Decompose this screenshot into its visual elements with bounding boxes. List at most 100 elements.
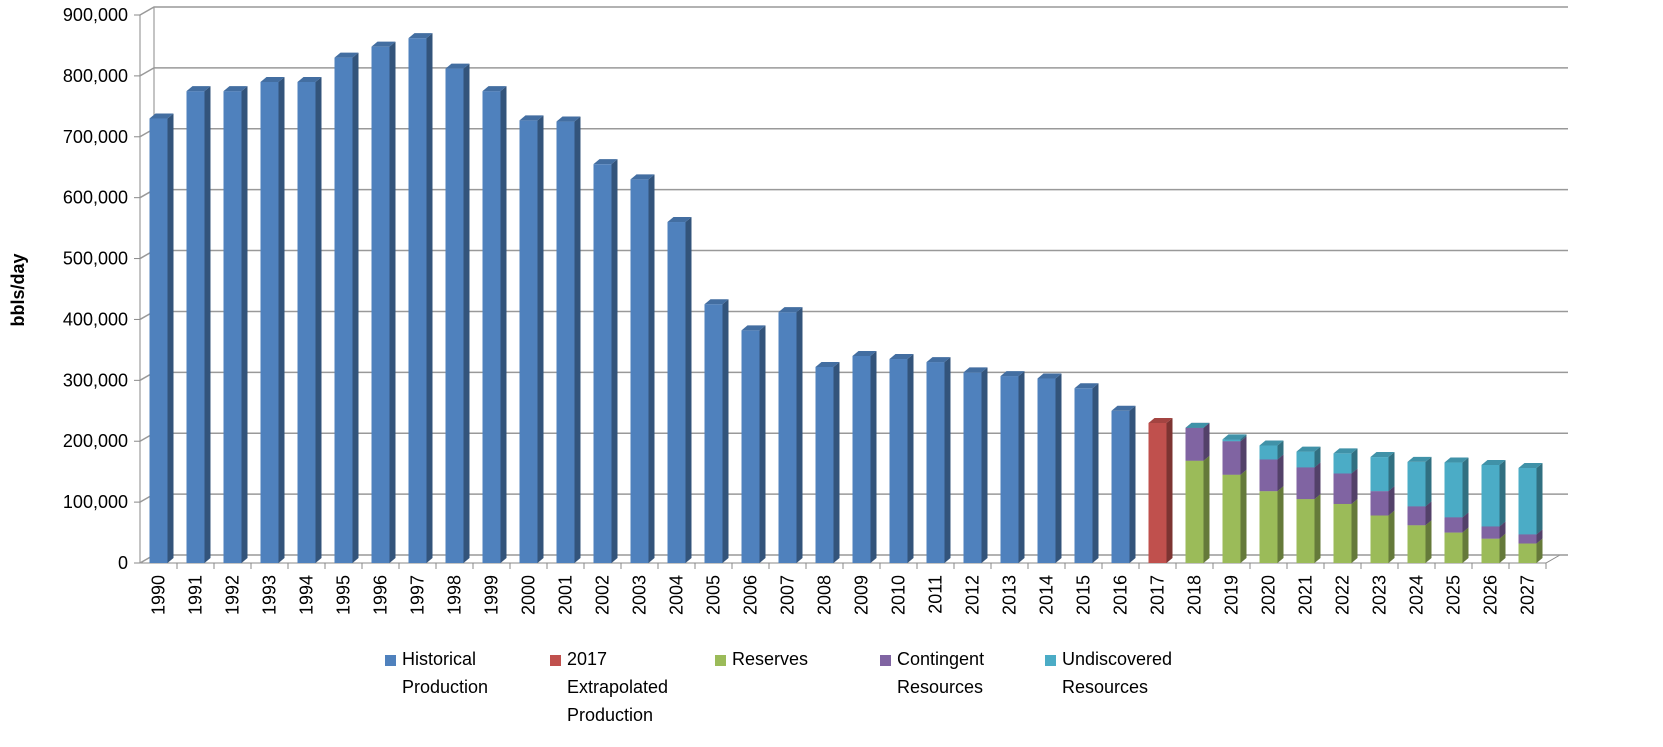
x-tick-label: 2005 — [704, 575, 724, 615]
bar-top — [297, 76, 322, 82]
bar-side — [1240, 469, 1247, 563]
bar-top — [556, 116, 581, 122]
x-tick-label: 2018 — [1185, 575, 1205, 615]
bar — [1444, 517, 1463, 533]
x-tick-label: 2022 — [1333, 575, 1353, 615]
bar-side — [759, 325, 766, 563]
x-tick-label: 2021 — [1296, 575, 1316, 615]
bar-side — [1499, 533, 1506, 563]
grid-line — [139, 67, 1568, 77]
y-tick-label: 600,000 — [63, 188, 128, 208]
bar-top — [778, 307, 803, 313]
bar-side — [1351, 498, 1358, 563]
bar — [1407, 525, 1426, 563]
bar — [1370, 457, 1389, 492]
bar-top — [1037, 373, 1062, 379]
legend-item: Contingent Resources — [880, 649, 1017, 729]
bar-top — [1185, 422, 1210, 428]
bar-side — [352, 52, 359, 563]
x-tick-label: 2023 — [1370, 575, 1390, 615]
x-tick-label: 2020 — [1259, 575, 1279, 615]
bar — [519, 120, 538, 564]
bar-top — [1407, 456, 1432, 462]
y-tick-label: 100,000 — [63, 492, 128, 512]
bar-side — [1388, 452, 1395, 492]
y-axis-label: bbls/day — [8, 253, 28, 326]
bar — [334, 57, 353, 563]
bar-side — [1425, 456, 1432, 507]
bar-side — [833, 361, 840, 563]
bar — [778, 312, 797, 563]
legend-label: 2017 Extrapolated Production — [567, 649, 669, 725]
bar-top — [186, 86, 211, 92]
bar-top — [260, 76, 285, 82]
x-tick-label: 2014 — [1037, 575, 1057, 615]
bar — [1407, 506, 1426, 526]
bar — [1370, 491, 1389, 516]
bar — [149, 118, 168, 563]
bar-side — [1092, 383, 1099, 563]
bar-side — [944, 357, 951, 563]
x-tick-label: 1996 — [371, 575, 391, 615]
bar-top — [815, 361, 840, 367]
bar — [1518, 543, 1537, 563]
bar-side — [574, 116, 581, 564]
legend-item: Reserves — [715, 649, 852, 729]
bar-top — [1481, 459, 1506, 465]
bar-side — [1166, 417, 1173, 563]
bar — [630, 179, 649, 563]
x-tick-label: 2003 — [630, 575, 650, 615]
bar-side — [500, 86, 507, 563]
x-tick-label: 2007 — [778, 575, 798, 615]
bar-side — [389, 41, 396, 563]
bar — [1481, 464, 1500, 527]
bar — [482, 91, 501, 563]
x-tick-label: 1999 — [482, 575, 502, 615]
x-tick-label: 1991 — [186, 575, 206, 615]
bar-side — [907, 354, 914, 563]
x-tick-label: 2013 — [1000, 575, 1020, 615]
bar — [1518, 468, 1537, 535]
x-tick-label: 2017 — [1148, 575, 1168, 615]
x-tick-label: 2001 — [556, 575, 576, 615]
bar — [667, 222, 686, 563]
bar-side — [1425, 520, 1432, 563]
x-tick-label: 2016 — [1111, 575, 1131, 615]
x-tick-label: 2009 — [852, 575, 872, 615]
bar-top — [1074, 383, 1099, 389]
bar — [223, 91, 242, 563]
bar-side — [1388, 486, 1395, 516]
bar — [852, 355, 871, 563]
bar — [1074, 388, 1093, 563]
bar-top — [667, 217, 692, 223]
bar — [1333, 453, 1352, 474]
bar-top — [1259, 440, 1284, 446]
x-tick-label: 2000 — [519, 575, 539, 615]
bar-side — [1388, 510, 1395, 563]
bar-side — [278, 76, 285, 563]
y-tick-label: 800,000 — [63, 66, 128, 86]
x-tick-label: 1990 — [149, 575, 169, 615]
bar-top — [408, 33, 433, 39]
y-tick-label: 0 — [118, 553, 128, 573]
bar-side — [167, 113, 174, 563]
x-tick-label: 1997 — [408, 575, 428, 615]
bar-top — [149, 113, 174, 119]
bar-top — [630, 174, 655, 180]
x-tick-label: 1995 — [334, 575, 354, 615]
bar-top — [1333, 448, 1358, 454]
bar — [1037, 378, 1056, 563]
x-tick-label: 1994 — [297, 575, 317, 615]
bar-side — [1240, 434, 1247, 442]
bar-side — [1499, 521, 1506, 539]
grid-line — [139, 6, 1568, 16]
bar-top — [1444, 457, 1469, 463]
bar-side — [1314, 494, 1321, 563]
bar-side — [1351, 448, 1358, 474]
x-tick-label: 2027 — [1518, 575, 1538, 615]
legend-item: Historical Production — [385, 649, 522, 729]
bar-top — [1518, 463, 1543, 469]
bar-top — [889, 354, 914, 360]
bar-side — [1314, 462, 1321, 500]
bar — [1481, 538, 1500, 563]
